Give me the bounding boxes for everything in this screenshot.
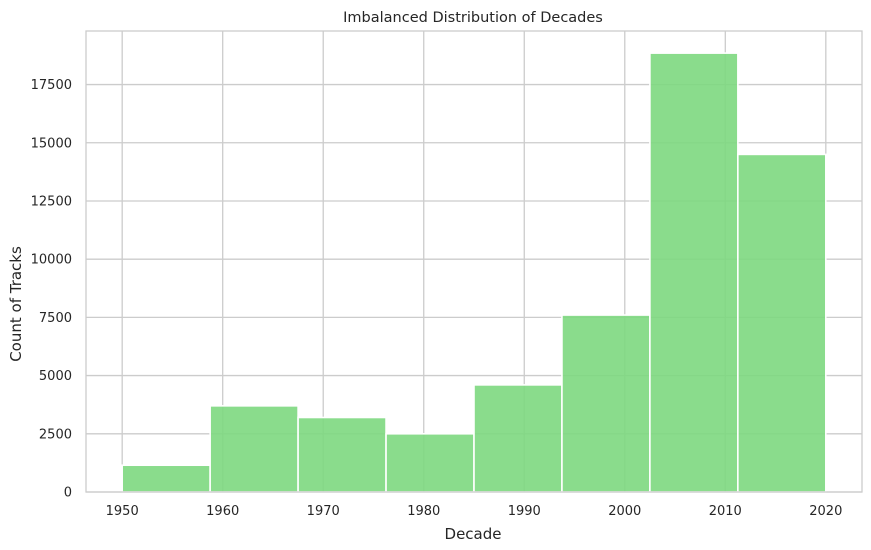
histogram-bar [737, 153, 827, 493]
plot-frame [85, 30, 863, 493]
x-tick-label: 1970 [307, 504, 340, 519]
x-tick-label: 1980 [407, 504, 440, 519]
x-tick-label: 2000 [608, 504, 641, 519]
x-tick-label: 1950 [106, 504, 139, 519]
histogram-bar [385, 432, 475, 493]
y-axis-label: Count of Tracks [7, 246, 25, 362]
y-tick-label: 12500 [31, 194, 72, 209]
histogram-bar [649, 52, 739, 493]
x-tick-label: 2010 [709, 504, 742, 519]
y-tick-label: 10000 [31, 253, 72, 268]
chart-title: Imbalanced Distribution of Decades [343, 10, 603, 26]
histogram-bar [473, 384, 563, 493]
x-tick-labels: 1950 1960 1970 1980 1990 2000 2010 2020 [106, 504, 843, 519]
x-tick-label: 1960 [206, 504, 239, 519]
bars [121, 52, 827, 493]
x-tick-label: 1990 [508, 504, 541, 519]
y-tick-label: 5000 [39, 369, 72, 384]
y-tick-label: 0 [64, 486, 72, 501]
histogram-bar [121, 464, 211, 493]
x-tick-label: 2020 [809, 504, 842, 519]
histogram-bar [297, 416, 387, 493]
histogram-bar [209, 405, 299, 493]
y-tick-label: 17500 [31, 78, 72, 93]
y-tick-label: 7500 [39, 311, 72, 326]
y-tick-labels: 0 2500 5000 7500 10000 12500 15000 17500 [31, 78, 72, 500]
x-axis-label: Decade [445, 525, 502, 543]
y-tick-label: 2500 [39, 427, 72, 442]
y-tick-label: 15000 [31, 136, 72, 151]
histogram-bar [561, 314, 651, 493]
